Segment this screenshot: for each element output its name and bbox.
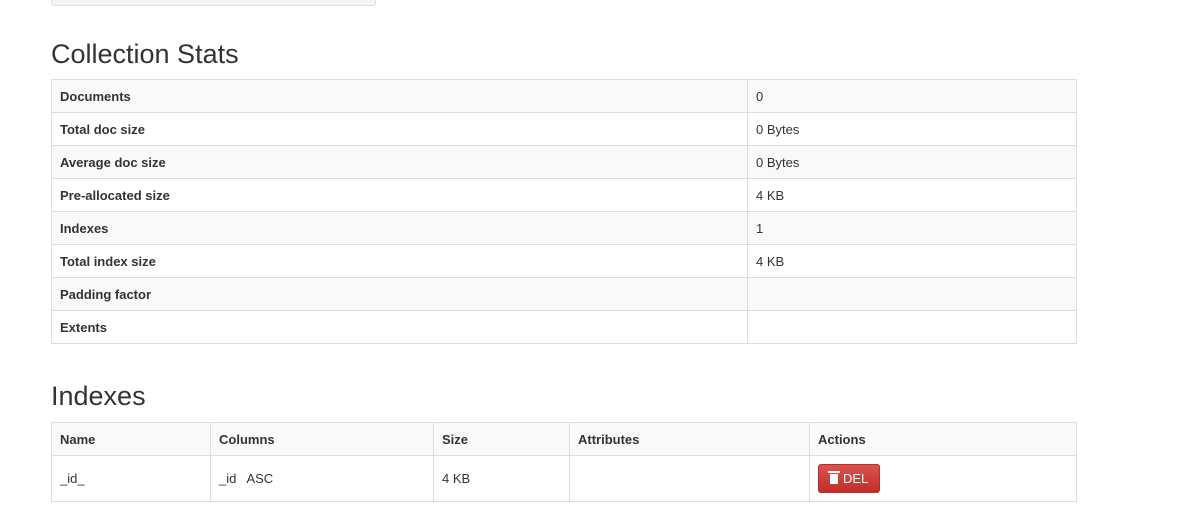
header-actions: Actions <box>809 422 1077 456</box>
stat-value: 4 KB <box>747 244 1077 278</box>
stat-value: 0 Bytes <box>747 145 1077 179</box>
delete-index-button[interactable]: DEL <box>818 464 881 493</box>
stat-value: 4 KB <box>747 178 1077 212</box>
table-row: _id_ _id ASC 4 KB DEL <box>51 455 1077 502</box>
top-panel <box>51 0 376 6</box>
index-size: 4 KB <box>433 455 570 502</box>
table-row: Padding factor <box>51 277 1077 311</box>
header-columns: Columns <box>210 422 434 456</box>
index-columns: _id ASC <box>210 455 434 502</box>
stat-label: Indexes <box>51 211 748 245</box>
collection-stats-title: Collection Stats <box>51 39 239 69</box>
table-row: Pre-allocated size 4 KB <box>51 178 1077 212</box>
table-row: Indexes 1 <box>51 211 1077 245</box>
stat-label: Total doc size <box>51 112 748 146</box>
delete-label: DEL <box>843 471 869 486</box>
index-attributes <box>569 455 810 502</box>
stat-value: 0 <box>747 79 1077 113</box>
stat-label: Total index size <box>51 244 748 278</box>
header-attributes: Attributes <box>569 422 810 456</box>
stat-label: Padding factor <box>51 277 748 311</box>
indexes-table: Name Columns Size Attributes Actions _id… <box>51 422 1077 502</box>
stat-label: Pre-allocated size <box>51 178 748 212</box>
table-row: Average doc size 0 Bytes <box>51 145 1077 179</box>
trash-icon <box>828 471 840 484</box>
stat-value <box>747 277 1077 311</box>
stat-label: Extents <box>51 310 748 344</box>
stat-value <box>747 310 1077 344</box>
table-row: Total doc size 0 Bytes <box>51 112 1077 146</box>
table-row: Documents 0 <box>51 79 1077 113</box>
indexes-title: Indexes <box>51 381 146 411</box>
stat-value: 0 Bytes <box>747 112 1077 146</box>
table-row: Total index size 4 KB <box>51 244 1077 278</box>
stat-label: Documents <box>51 79 748 113</box>
stat-label: Average doc size <box>51 145 748 179</box>
collection-stats-table: Documents 0 Total doc size 0 Bytes Average d… <box>51 79 1077 344</box>
stat-value: 1 <box>747 211 1077 245</box>
index-actions: DEL <box>809 455 1077 502</box>
table-row: Extents <box>51 310 1077 344</box>
header-name: Name <box>51 422 211 456</box>
header-size: Size <box>433 422 570 456</box>
index-name: _id_ <box>51 455 211 502</box>
